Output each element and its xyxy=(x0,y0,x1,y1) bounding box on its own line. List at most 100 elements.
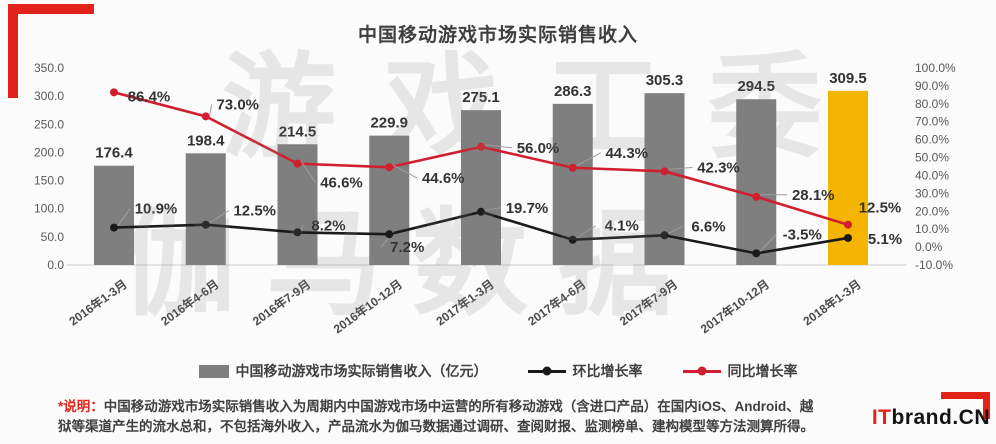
bar-2016年4-6月 xyxy=(185,153,226,265)
data-point-环比增长率 xyxy=(385,230,394,239)
bar-value-label: 214.5 xyxy=(279,123,317,140)
data-point-同比增长率 xyxy=(110,88,118,97)
data-point-环比增长率 xyxy=(660,231,669,240)
data-point-同比增长率 xyxy=(844,220,852,229)
pct-label-环比增长率: -3.5% xyxy=(783,226,822,243)
yoy-line-marker-icon xyxy=(682,366,721,376)
bar-value-label: 309.5 xyxy=(829,70,867,87)
right-axis-tick: 60.0% xyxy=(915,133,949,147)
label-leader-line xyxy=(301,225,303,231)
pct-label-环比增长率: 19.7% xyxy=(506,200,549,217)
bar-2016年1-3月 xyxy=(94,165,134,265)
bar-value-label: 176.4 xyxy=(95,145,133,162)
x-axis-label: 2017年10-12月 xyxy=(697,276,772,336)
logo-suffix: brand.CN xyxy=(891,406,990,429)
right-axis-tick: 100.0% xyxy=(915,61,956,75)
x-axis-label: 2016年4-6月 xyxy=(158,276,222,328)
data-point-同比增长率 xyxy=(293,159,302,168)
right-axis-tick: 40.0% xyxy=(915,168,949,182)
pct-label-环比增长率: 6.6% xyxy=(691,218,725,235)
data-point-环比增长率 xyxy=(477,207,485,216)
label-leader-line xyxy=(393,164,418,179)
data-point-环比增长率 xyxy=(844,233,852,242)
bar-value-label: 229.9 xyxy=(370,115,408,132)
pct-label-同比增长率: 44.6% xyxy=(422,170,465,187)
pct-label-同比增长率: 42.3% xyxy=(697,159,740,176)
label-leader-line xyxy=(209,104,213,115)
pct-label-同比增长率: 44.3% xyxy=(605,145,648,162)
qoq-line-marker-icon xyxy=(527,366,566,376)
label-leader-line xyxy=(759,234,777,252)
bar-value-label: 305.3 xyxy=(646,72,684,89)
footnote-label: *说明： xyxy=(58,399,104,414)
pct-label-环比增长率: 12.5% xyxy=(233,203,276,220)
itbrand-logo: ITbrand.CN xyxy=(872,406,990,430)
left-axis-tick: 250.0 xyxy=(34,117,64,131)
x-axis-label: 2017年4-6月 xyxy=(525,276,589,328)
bar-value-label: 198.4 xyxy=(187,132,225,149)
left-axis-tick: 150.0 xyxy=(34,174,64,188)
label-leader-line xyxy=(576,152,601,167)
left-axis-tick: 50.0 xyxy=(41,230,65,244)
right-axis-tick: 0.0% xyxy=(915,240,943,254)
bar-2016年10-12月 xyxy=(369,135,410,265)
pct-label-环比增长率: 4.1% xyxy=(605,218,639,235)
logo-prefix: IT xyxy=(871,406,892,429)
right-axis-tick: 90.0% xyxy=(915,79,949,93)
right-axis-tick: 80.0% xyxy=(915,97,949,111)
revenue-bar-swatch-icon xyxy=(198,364,229,378)
data-point-同比增长率 xyxy=(660,167,669,176)
chart-legend: 中国移动游戏市场实际销售收入（亿元） 环比增长率 同比增长率 xyxy=(0,361,996,381)
footnote-line-2: 狱等渠道产生的流水总和，不包括海外收入，产品流水为伽马数据通过调研、查阅财报、监… xyxy=(58,419,814,434)
pct-label-同比增长率: 56.0% xyxy=(517,140,560,157)
left-axis-tick: 100.0 xyxy=(34,202,64,216)
pct-label-同比增长率: 12.5% xyxy=(859,200,902,217)
pct-label-同比增长率: 28.1% xyxy=(792,187,835,204)
chart-title: 中国移动游戏市场实际销售收入 xyxy=(357,25,638,46)
x-axis-label: 2016年1-3月 xyxy=(66,276,130,328)
bar-value-label: 294.5 xyxy=(737,78,775,95)
legend-item-revenue: 中国移动游戏市场实际销售收入（亿元） xyxy=(198,361,488,381)
footnote-line-1: 中国移动游戏市场实际销售收入为周期内中国游戏市场中运营的所有移动游戏（含进口产品… xyxy=(103,399,814,414)
x-axis-label: 2016年7-9月 xyxy=(249,276,313,328)
footnote: *说明：中国移动游戏市场实际销售收入为周期内中国游戏市场中运营的所有移动游戏（含… xyxy=(58,397,970,437)
left-axis-tick: 350.0 xyxy=(34,61,64,75)
right-axis-tick: 70.0% xyxy=(915,115,949,129)
left-axis-tick: 300.0 xyxy=(34,89,64,103)
data-point-环比增长率 xyxy=(568,235,577,244)
left-axis-tick: 0.0 xyxy=(47,258,64,272)
right-axis-tick: 50.0% xyxy=(915,151,949,165)
x-axis-label: 2016年10-12月 xyxy=(330,276,405,336)
bar-2017年1-3月 xyxy=(461,110,501,266)
x-axis-label: 2017年7-9月 xyxy=(616,276,680,328)
bar-value-label: 275.1 xyxy=(462,89,500,106)
legend-label-yoy: 同比增长率 xyxy=(727,363,798,379)
data-point-同比增长率 xyxy=(477,142,485,151)
pct-label-同比增长率: 73.0% xyxy=(216,96,259,113)
label-leader-line xyxy=(484,207,502,211)
data-point-同比增长率 xyxy=(385,163,394,172)
label-leader-line xyxy=(576,225,597,239)
pct-label-环比增长率: 10.9% xyxy=(135,201,178,218)
legend-item-yoy: 同比增长率 xyxy=(682,361,798,381)
right-axis-tick: 20.0% xyxy=(915,204,949,218)
data-point-同比增长率 xyxy=(752,192,761,201)
label-leader-line xyxy=(484,144,513,149)
data-point-环比增长率 xyxy=(293,228,302,237)
top-left-corner-mark xyxy=(8,4,94,98)
bottom-right-corner-mark xyxy=(941,392,990,419)
pct-label-环比增长率: 8.2% xyxy=(311,217,345,234)
data-point-环比增长率 xyxy=(752,249,761,258)
legend-item-qoq: 环比增长率 xyxy=(527,361,643,381)
pct-label-同比增长率: 86.4% xyxy=(128,88,171,105)
combo-chart: 0.0 50.0 100.0 150.0 200.0 250.0 300.0 350.0 -10… xyxy=(34,61,956,336)
right-axis-tick: -10.0% xyxy=(915,258,953,272)
x-axis-label: 2017年1-3月 xyxy=(433,276,497,328)
bar-value-label: 286.3 xyxy=(554,83,592,100)
pct-label-环比增长率: 7.2% xyxy=(390,239,424,256)
legend-label-qoq: 环比增长率 xyxy=(572,363,643,379)
label-leader-line xyxy=(301,161,316,183)
pct-label-环比增长率: 5.1% xyxy=(868,231,902,248)
pct-label-同比增长率: 46.6% xyxy=(320,175,363,192)
